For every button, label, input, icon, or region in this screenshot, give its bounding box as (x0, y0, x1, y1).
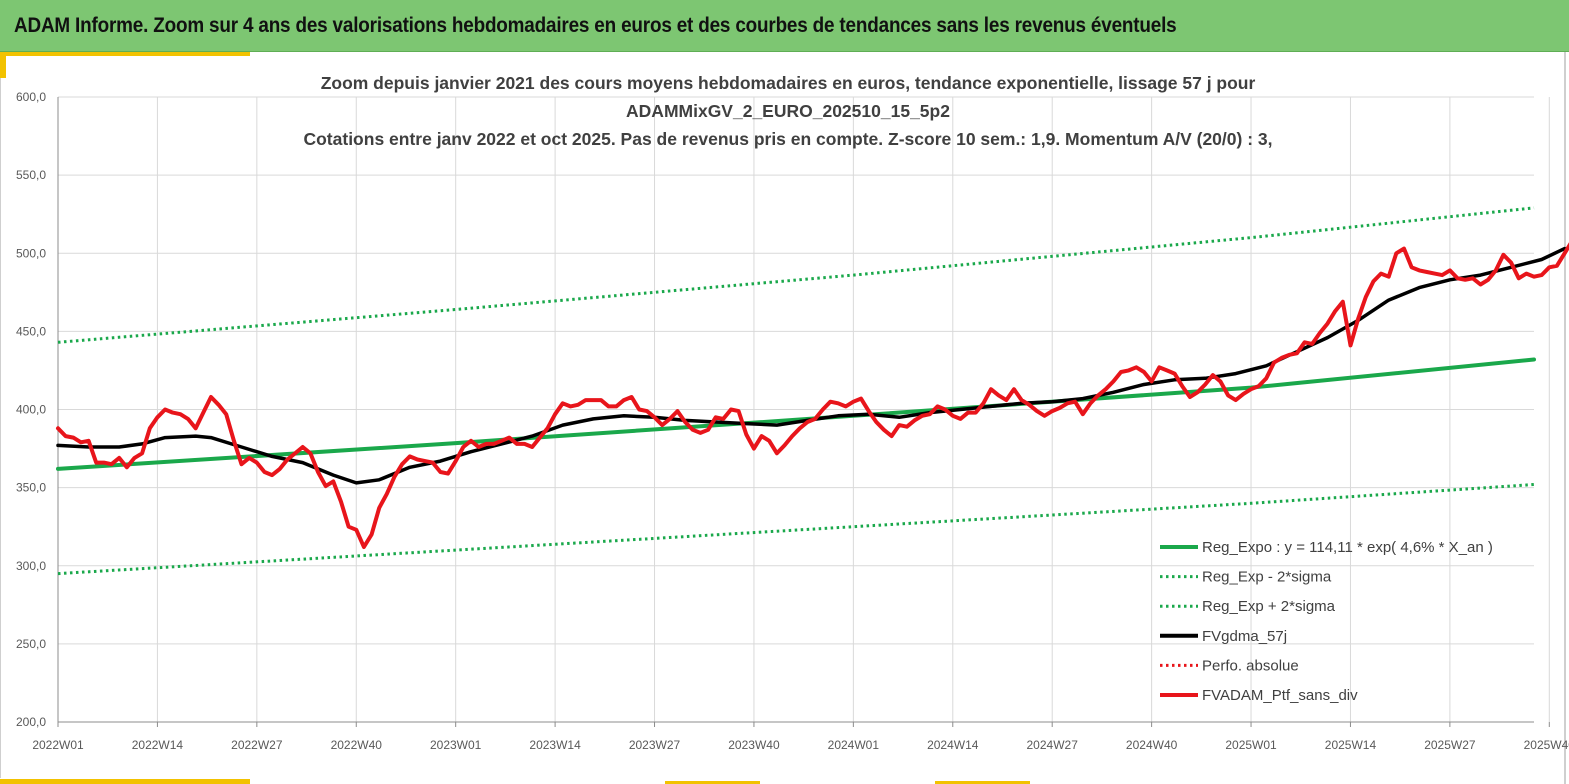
x-tick-label: 2024W14 (927, 738, 979, 752)
x-tick-label: 2023W27 (629, 738, 681, 752)
frame-left-border (0, 78, 1, 778)
legend-label: Reg_Exp + 2*sigma (1202, 598, 1336, 615)
chart-title-line-1: Zoom depuis janvier 2021 des cours moyen… (321, 73, 1256, 93)
series-reg-exp-2-sigma (57, 206, 1535, 344)
accent-stripe-bottom (0, 779, 250, 784)
accent-stripe-bottom-right (935, 781, 1030, 784)
series-reg-expo-y-114-11-exp-4-6-x-an (56, 357, 1536, 471)
x-tick-label: 2022W14 (132, 738, 184, 752)
header-bar: ADAM Informe. Zoom sur 4 ans des valoris… (0, 0, 1569, 52)
legend-label: FVADAM_Ptf_sans_div (1202, 687, 1358, 704)
y-tick-label: 400,0 (16, 403, 46, 417)
x-tick-label: 2025W40 (1524, 738, 1569, 752)
series-fvgdma-57j (56, 246, 1567, 485)
y-tick-label: 450,0 (16, 324, 46, 338)
x-tick-label: 2023W14 (529, 738, 581, 752)
frame-right-border (1564, 52, 1566, 784)
y-tick-label: 500,0 (16, 246, 46, 260)
chart-title: Zoom depuis janvier 2021 des cours moyen… (303, 73, 1272, 149)
x-tick-label: 2025W14 (1325, 738, 1377, 752)
y-tick-label: 300,0 (16, 559, 46, 573)
series-reg-exp-2-sigma (57, 483, 1535, 576)
x-tick-label: 2024W01 (828, 738, 880, 752)
legend-label: Reg_Exp - 2*sigma (1202, 569, 1332, 586)
x-tick-label: 2023W40 (728, 738, 780, 752)
chart-title-line-2: ADAMMixGV_2_EURO_202510_15_5p2 (626, 101, 950, 121)
y-tick-label: 250,0 (16, 637, 46, 651)
legend-label: FVgdma_57j (1202, 628, 1287, 645)
x-axis: 2022W01 2022W14 2022W27 2022W40 2023W01 2023W… (32, 721, 1569, 752)
accent-stripe-left (0, 52, 6, 78)
x-tick-label: 2022W40 (331, 738, 383, 752)
legend: Reg_Expo : y = 114,11 * exp( 4,6% * X_an… (1160, 539, 1493, 704)
x-tick-label: 2022W01 (32, 738, 84, 752)
x-tick-label: 2023W01 (430, 738, 482, 752)
x-tick-label: 2024W40 (1126, 738, 1178, 752)
y-tick-label: 550,0 (16, 168, 46, 182)
y-tick-label: 350,0 (16, 481, 46, 495)
y-axis: 200,0 250,0 300,0 350,0 400,0 450,0 500,0 550,0… (16, 90, 59, 729)
grid-lines (57, 96, 1550, 723)
x-tick-label: 2024W27 (1027, 738, 1079, 752)
report-title: ADAM Informe. Zoom sur 4 ans des valoris… (14, 14, 1177, 37)
accent-stripe-bottom-mid (665, 781, 760, 784)
x-tick-label: 2025W27 (1424, 738, 1476, 752)
accent-stripe-top (0, 52, 250, 56)
legend-label: Reg_Expo : y = 114,11 * exp( 4,6% * X_an… (1202, 539, 1493, 556)
series-fvadam-ptf-sans-div (56, 242, 1569, 549)
legend-label: Perfo. absolue (1202, 657, 1299, 674)
x-tick-label: 2022W27 (231, 738, 283, 752)
y-tick-label: 600,0 (16, 90, 46, 104)
y-tick-label: 200,0 (16, 715, 46, 729)
chart-title-line-3: Cotations entre janv 2022 et oct 2025. P… (303, 129, 1272, 149)
series-lines (56, 206, 1569, 576)
x-tick-label: 2025W01 (1225, 738, 1277, 752)
